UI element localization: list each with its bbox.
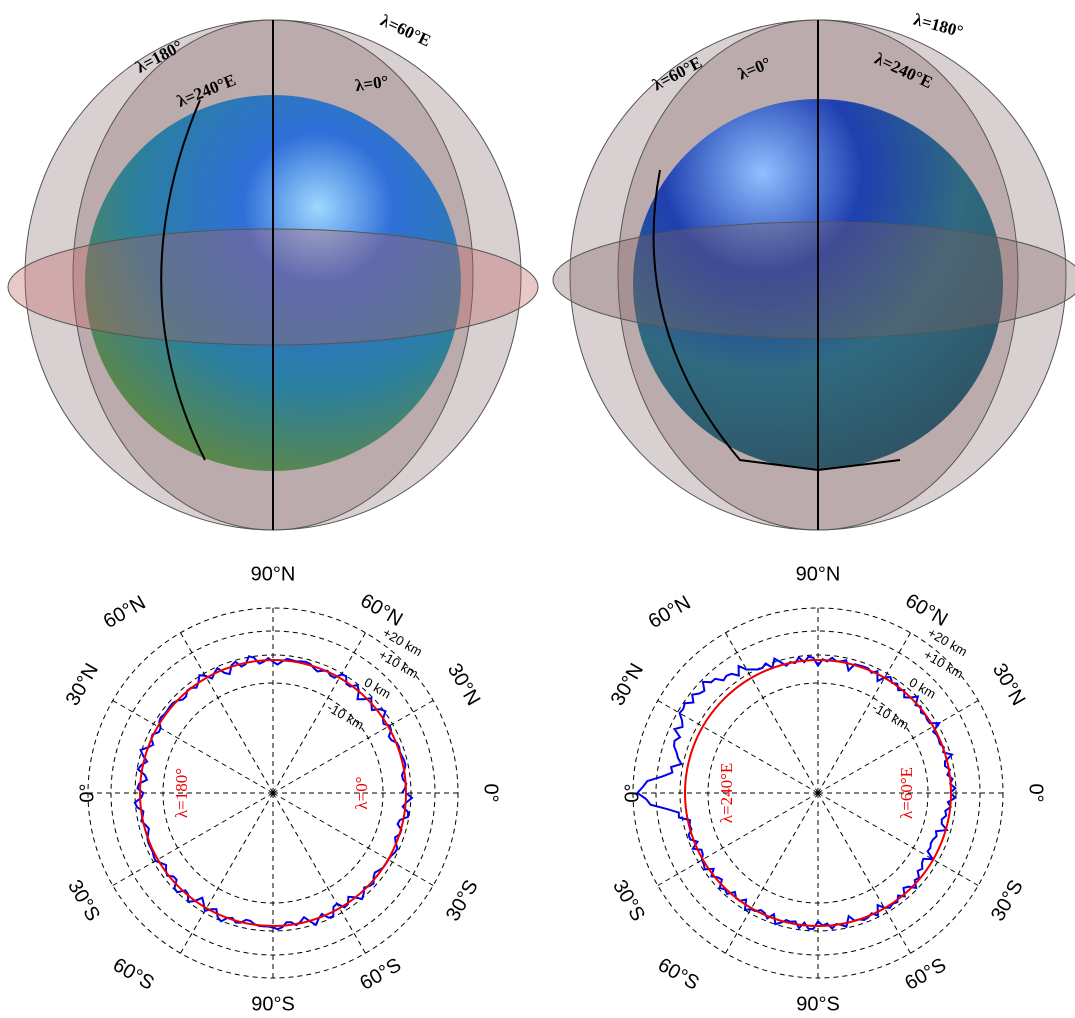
spoke — [817, 632, 911, 794]
mer-label: λ=0° — [352, 776, 371, 809]
ring-label: -10 km — [325, 700, 367, 733]
meridian — [160, 99, 206, 461]
lat-label: 60°S — [109, 954, 158, 995]
profile — [133, 655, 414, 931]
lat-label: 90°N — [796, 563, 841, 585]
lat-label: 0° — [1025, 783, 1047, 802]
lat-label: 60°N — [100, 592, 150, 633]
spoke — [112, 792, 274, 886]
lat-label: 30°N — [988, 660, 1029, 710]
equator-plane — [552, 221, 1075, 339]
lat-label: 30°N — [443, 660, 484, 710]
lat-label: 30°S — [63, 876, 104, 925]
lat-label: 60°S — [356, 954, 405, 995]
spoke — [272, 792, 434, 886]
lat-label: 30°S — [608, 876, 649, 925]
globe-label: λ=0° — [354, 72, 390, 95]
globe-label: λ=60°E — [378, 11, 434, 51]
lat-label: 0° — [621, 783, 643, 802]
lat-label: 60°N — [357, 590, 407, 631]
reference-circle — [139, 659, 407, 927]
spoke — [112, 700, 274, 794]
lat-label: 0° — [480, 783, 502, 802]
reference-circle — [684, 659, 952, 927]
lat-label: 30°S — [987, 876, 1028, 925]
globe-left — [7, 19, 539, 531]
lat-label: 30°N — [607, 660, 648, 710]
mer-label: λ=60°E — [897, 767, 916, 819]
lat-label: 60°N — [645, 592, 695, 633]
lat-label: 90°N — [251, 563, 296, 585]
spoke — [817, 700, 979, 794]
spoke — [817, 792, 911, 954]
spoke — [725, 792, 819, 954]
spoke — [657, 792, 819, 886]
lat-label: 30°S — [442, 876, 483, 925]
spoke — [272, 700, 434, 794]
lat-label: 30°N — [62, 660, 103, 710]
spoke — [272, 632, 366, 794]
lat-label: 90°S — [251, 993, 295, 1015]
lat-label: 0° — [76, 783, 98, 802]
lat-label: 90°S — [796, 993, 840, 1015]
lat-label: 60°S — [901, 954, 950, 995]
spoke — [817, 792, 979, 886]
polar-plot — [632, 607, 1004, 979]
spoke — [725, 632, 819, 794]
lat-label: 60°S — [654, 954, 703, 995]
spoke — [657, 700, 819, 794]
spoke — [180, 792, 274, 954]
spoke — [180, 632, 274, 794]
lat-label: 60°N — [902, 590, 952, 631]
ring-label: -10 km — [870, 700, 912, 733]
meridian — [652, 169, 901, 472]
spoke — [272, 792, 366, 954]
polar-plot — [87, 607, 459, 979]
globe-right — [552, 19, 1075, 531]
globe-label: λ=180° — [912, 10, 966, 41]
